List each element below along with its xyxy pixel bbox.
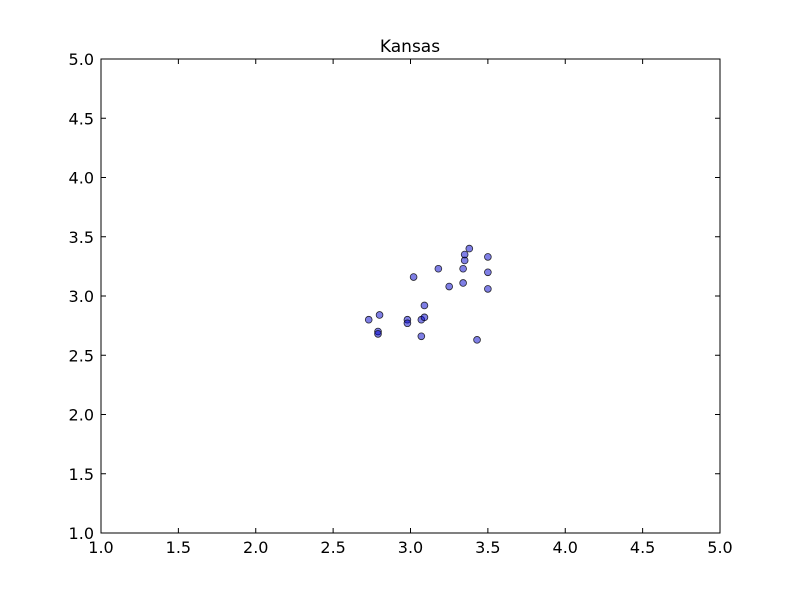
y-tick-label: 4.0 — [69, 169, 94, 188]
data-point — [417, 332, 426, 341]
data-point — [374, 330, 382, 338]
data-point — [409, 273, 418, 281]
data-point — [484, 285, 492, 293]
x-tick-label: 1.0 — [88, 538, 113, 557]
y-tick-label: 2.5 — [69, 346, 94, 365]
x-tick-label: 5.0 — [707, 538, 732, 557]
data-point — [465, 244, 474, 253]
x-tick-label: 2.0 — [243, 538, 268, 557]
x-tick-label: 4.0 — [553, 538, 578, 557]
chart-title: Kansas — [380, 37, 440, 57]
axis-ticks: 1.0 1.5 2.0 2.5 3.0 3.5 4.0 4.5 5.0 1.0 1.5 2.0 2.5 3… — [69, 50, 733, 557]
y-tick-label: 3.5 — [69, 228, 94, 247]
data-point — [484, 253, 492, 261]
y-tick-label: 3.0 — [69, 287, 94, 306]
data-point — [459, 264, 467, 273]
data-point — [434, 264, 443, 273]
data-point — [459, 279, 467, 287]
y-tick-label: 1.5 — [69, 465, 94, 484]
y-tick-label: 2.0 — [69, 406, 94, 425]
data-point — [403, 319, 412, 328]
data-point — [375, 311, 384, 319]
y-tick-label: 4.5 — [69, 109, 94, 128]
x-tick-label: 4.5 — [630, 538, 655, 557]
x-tick-label: 3.0 — [398, 538, 423, 557]
x-tick-label: 1.5 — [166, 538, 191, 557]
y-tick-label: 1.0 — [69, 524, 94, 543]
x-tick-label: 3.5 — [475, 538, 500, 557]
data-point — [473, 336, 481, 344]
data-point — [420, 301, 429, 310]
data-point — [364, 315, 373, 324]
data-point — [460, 250, 469, 259]
data-point — [484, 268, 492, 277]
plot-area — [100, 58, 721, 534]
data-point — [445, 282, 453, 291]
data-points — [364, 244, 492, 344]
x-tick-label: 2.5 — [320, 538, 345, 557]
data-point — [420, 313, 429, 322]
y-tick-label: 5.0 — [69, 50, 94, 69]
